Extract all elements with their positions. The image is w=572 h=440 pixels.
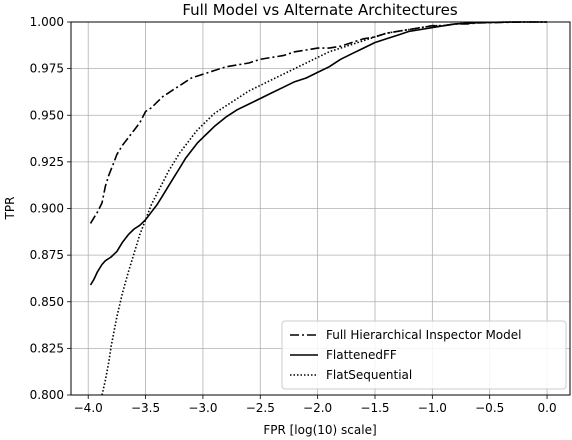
- series-line-flatsequential: [101, 21, 548, 396]
- x-axis-label: FPR [log(10) scale]: [263, 423, 376, 437]
- y-tick-label: 0.975: [30, 62, 64, 76]
- y-tick-label: 1.000: [30, 15, 64, 29]
- legend-label: FlatSequential: [326, 368, 412, 382]
- x-tick-label: −0.5: [475, 401, 504, 415]
- y-axis-label: TPR: [3, 197, 17, 221]
- y-tick-label: 0.800: [30, 388, 64, 402]
- axis-ticks: −4.0 −3.5 −3.0 −2.5 −2.0 −1.5 −1.0 −0.5 0.0 0.800…: [30, 15, 557, 415]
- y-tick-label: 0.875: [30, 248, 64, 262]
- legend-box: [281, 320, 567, 390]
- legend-label: FlattenedFF: [326, 348, 397, 362]
- y-tick-label: 0.925: [30, 155, 64, 169]
- series-line-flattenedff: [89, 21, 548, 286]
- y-tick-label: 0.950: [30, 108, 64, 122]
- y-tick-label: 0.850: [30, 295, 64, 309]
- x-tick-label: −1.0: [418, 401, 447, 415]
- series-line-full-hierarchical-inspector-model: [89, 21, 548, 224]
- x-tick-label: −3.0: [188, 401, 217, 415]
- y-tick-label: 0.900: [30, 202, 64, 216]
- x-tick-label: −1.5: [360, 401, 389, 415]
- chart-title: Full Model vs Alternate Architectures: [182, 1, 458, 19]
- series-lines: [89, 21, 548, 396]
- y-tick-label: 0.825: [30, 341, 64, 355]
- x-tick-label: −2.0: [303, 401, 332, 415]
- x-tick-label: −3.5: [131, 401, 160, 415]
- legend-label: Full Hierarchical Inspector Model: [326, 328, 522, 342]
- x-tick-label: −2.5: [246, 401, 275, 415]
- x-tick-label: −4.0: [74, 401, 103, 415]
- legend: Full Hierarchical Inspector Model Flatten…: [281, 320, 567, 390]
- x-tick-label: 0.0: [538, 401, 557, 415]
